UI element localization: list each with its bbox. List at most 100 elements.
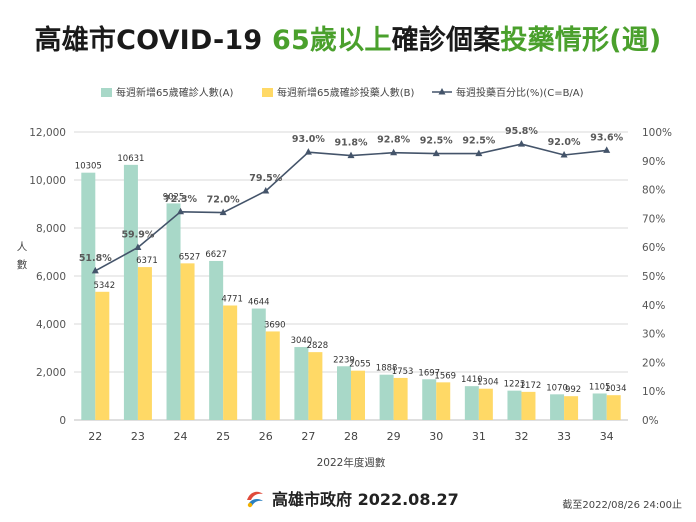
bar-series-b (308, 352, 323, 420)
legend-marker-c (438, 88, 446, 95)
bar-a-value-label: 3040 (291, 336, 313, 346)
x-tick-label: 29 (387, 430, 401, 443)
y-tick-label: 8,000 (36, 223, 66, 235)
bar-series-b (265, 331, 280, 420)
title-part-1: 65歲以上 (272, 25, 392, 56)
y-tick-label: 0 (59, 415, 66, 427)
bar-series-b (137, 267, 152, 420)
org-block: 高雄市政府 2022.08.27 (244, 486, 459, 510)
y-right-tick-label: 60% (642, 242, 665, 254)
y-axis-label-char: 人 (17, 241, 28, 253)
bar-a-value-label: 6627 (205, 250, 227, 260)
bar-b-value-label: 4771 (221, 294, 243, 304)
bar-series-a (550, 394, 565, 420)
x-tick-label: 30 (429, 430, 443, 443)
x-tick-label: 27 (301, 430, 315, 443)
bar-a-value-label: 9025 (163, 192, 185, 202)
y-right-tick-label: 90% (642, 156, 665, 168)
line-value-label: 93.0% (292, 134, 325, 145)
line-point (603, 146, 611, 153)
bar-series-b (521, 391, 536, 420)
org-date: 高雄市政府 2022.08.27 (272, 490, 459, 509)
bar-b-value-label: 6371 (136, 256, 158, 266)
line-value-label: 92.0% (548, 137, 581, 148)
bar-a-value-label: 1888 (376, 364, 398, 374)
kaohsiung-logo-icon (247, 491, 263, 508)
y-tick-label: 10,000 (29, 175, 66, 187)
bar-a-value-label: 1105 (589, 382, 611, 392)
line-value-label: 92.8% (377, 135, 410, 146)
bar-b-value-label: 1034 (605, 384, 627, 394)
as-of-note: 截至2022/08/26 24:00止 (562, 500, 682, 511)
bar-series-b (351, 370, 365, 420)
y-right-tick-label: 50% (642, 271, 665, 283)
bar-a-value-label: 2239 (333, 355, 355, 365)
line-point (219, 208, 227, 216)
bar-a-value-label: 1223 (504, 380, 526, 390)
y-right-tick-label: 30% (642, 329, 665, 341)
x-tick-label: 33 (557, 430, 571, 443)
x-tick-label: 34 (600, 430, 614, 443)
legend-label-c: 每週投藥百分比(%)(C=B/A) (456, 86, 584, 99)
y-right-tick-label: 100% (642, 127, 672, 139)
bar-series-a (379, 374, 394, 420)
bar-b-value-label: 1753 (392, 367, 414, 377)
bar-b-value-label: 1569 (434, 371, 456, 381)
line-value-label: 95.8% (505, 126, 538, 137)
y-right-tick-label: 20% (642, 357, 665, 369)
line-point (517, 140, 525, 147)
footer: 高雄市政府 2022.08.27 截至2022/08/26 24:00止 (0, 486, 696, 516)
y-right-tick-label: 10% (642, 386, 665, 398)
legend-swatch-a (101, 88, 112, 97)
bar-series-b (564, 396, 579, 420)
bar-series-b (478, 388, 493, 420)
y-right-tick-label: 40% (642, 300, 665, 312)
y-right-tick-label: 0% (642, 415, 659, 427)
bar-series-a (251, 308, 266, 420)
bar-a-value-label: 4644 (248, 298, 270, 308)
bar-a-value-label: 1697 (418, 368, 440, 378)
line-point (475, 149, 483, 157)
y-right-tick-label: 70% (642, 213, 665, 225)
line-value-label: 92.5% (462, 136, 495, 147)
legend-swatch-b (262, 88, 273, 97)
bar-b-value-label: 3690 (264, 320, 286, 330)
bar-series-b (606, 395, 621, 420)
bar-series-a (337, 366, 351, 420)
line-point (347, 151, 355, 159)
bar-series-b (393, 377, 408, 420)
line-value-label: 72.0% (207, 195, 240, 206)
x-tick-label: 23 (131, 430, 145, 443)
legend-label-a: 每週新增65歲確診人數(A) (116, 86, 233, 99)
bar-a-value-label: 10631 (117, 154, 144, 164)
bar-b-value-label: 1304 (477, 378, 499, 388)
x-tick-label: 28 (344, 430, 358, 443)
bar-series-a (81, 172, 96, 420)
y-right-tick-label: 80% (642, 185, 665, 197)
title-part-0: 高雄市COVID-19 (34, 25, 272, 56)
bar-a-value-label: 1410 (461, 375, 483, 385)
line-value-label: 51.8% (79, 253, 112, 264)
x-tick-label: 24 (174, 430, 188, 443)
bar-series-a (422, 379, 437, 420)
line-point (262, 187, 270, 194)
legend-label-b: 每週新增65歲確診投藥人數(B) (277, 86, 414, 99)
x-tick-label: 22 (88, 430, 102, 443)
bar-b-value-label: 2055 (349, 360, 371, 370)
line-value-label: 79.5% (249, 173, 282, 184)
line-point (390, 148, 398, 156)
page-title: 高雄市COVID-19 65歲以上確診個案投藥情形(週) (0, 18, 696, 57)
title-part-2: 確診個案 (391, 25, 501, 56)
bar-b-value-label: 2828 (307, 341, 329, 351)
y-tick-label: 6,000 (36, 271, 66, 283)
line-point (432, 149, 440, 157)
line-value-label: 59.9% (121, 229, 154, 240)
y-tick-label: 12,000 (29, 127, 66, 139)
line-point (134, 243, 142, 250)
line-point (560, 151, 568, 158)
bar-series-a (123, 164, 138, 420)
bar-series-a (294, 347, 309, 420)
line-point (304, 148, 312, 155)
y-tick-label: 2,000 (36, 367, 66, 379)
